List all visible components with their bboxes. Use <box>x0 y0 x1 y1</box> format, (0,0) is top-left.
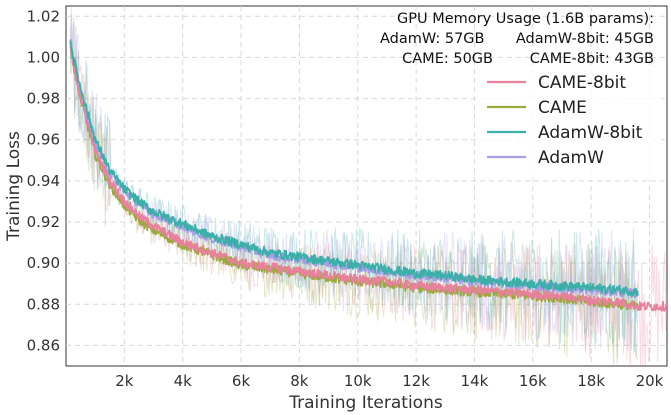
y-tick-label: 1.02 <box>27 7 60 25</box>
x-tick-label: 14k <box>461 372 489 390</box>
x-tick-label: 18k <box>577 372 605 390</box>
annotation-adamw: AdamW: 57GB <box>380 31 485 47</box>
x-tick-label: 2k <box>115 372 134 390</box>
y-tick-label: 0.92 <box>27 213 60 231</box>
x-tick-label: 16k <box>519 372 547 390</box>
x-tick-label: 10k <box>344 372 372 390</box>
y-tick-label: 0.98 <box>27 90 60 108</box>
y-tick-label: 0.86 <box>27 336 60 354</box>
annotation-came: CAME: 50GB <box>402 51 493 67</box>
y-axis-label: Training Loss <box>4 131 24 242</box>
y-tick-label: 1.00 <box>27 48 60 66</box>
legend-label: AdamW-8bit <box>538 123 643 143</box>
y-tick-label: 0.96 <box>27 131 60 149</box>
x-tick-labels: 2k 4k 6k 8k 10k 12k 14k 16k 18k 20k <box>115 372 663 390</box>
y-tick-label: 0.94 <box>27 172 60 190</box>
memory-annotation: GPU Memory Usage (1.6B params): AdamW: 5… <box>380 11 654 67</box>
x-tick-label: 12k <box>402 372 430 390</box>
legend-box <box>476 68 662 180</box>
series-line-came-8bit <box>69 39 667 312</box>
x-tick-label: 6k <box>232 372 251 390</box>
annotation-adamw-8bit: AdamW-8bit: 45GB <box>516 31 654 47</box>
legend-label: AdamW <box>538 148 604 168</box>
x-tick-label: 20k <box>636 372 664 390</box>
series-line-adamw-8bit <box>69 41 639 297</box>
legend-label: CAME-8bit <box>538 73 626 93</box>
series-lines <box>69 39 667 312</box>
x-axis-label: Training Iterations <box>288 393 443 413</box>
annotation-came-8bit: CAME-8bit: 43GB <box>530 51 654 67</box>
y-tick-label: 0.90 <box>27 254 60 272</box>
legend: CAME-8bit CAME AdamW-8bit AdamW <box>476 68 662 180</box>
x-tick-label: 8k <box>290 372 309 390</box>
y-tick-labels: 0.86 0.88 0.90 0.92 0.94 0.96 0.98 1.00 1.02 <box>27 7 60 354</box>
plot-area <box>65 5 668 367</box>
legend-label: CAME <box>538 98 587 118</box>
annotation-title: GPU Memory Usage (1.6B params): <box>397 11 654 27</box>
x-tick-label: 4k <box>174 372 193 390</box>
y-tick-label: 0.88 <box>27 295 60 313</box>
